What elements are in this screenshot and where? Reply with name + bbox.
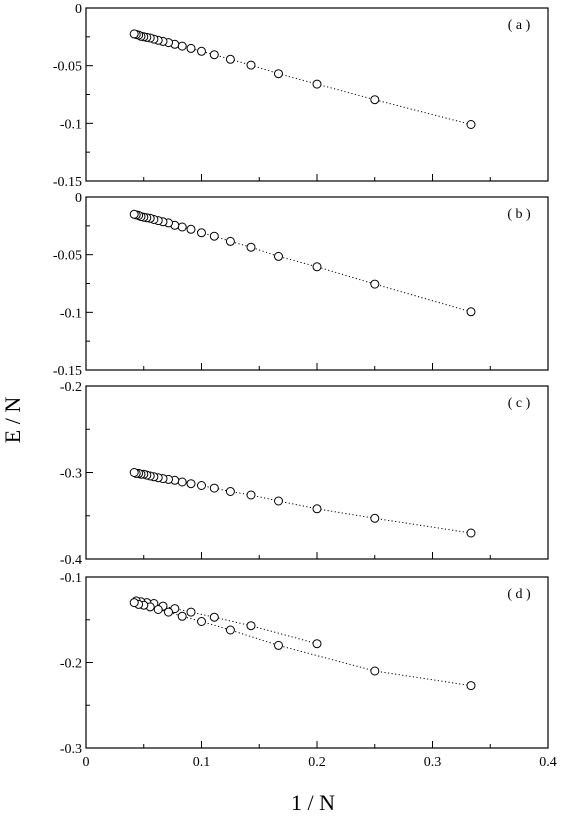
data-point: [225, 54, 235, 64]
y-tick-label: 0: [75, 191, 82, 206]
data-point: [209, 231, 219, 241]
y-tick-label: -0.15: [53, 364, 82, 379]
data-point: [274, 640, 283, 650]
y-tick-label: -0.2: [60, 380, 82, 395]
data-point: [186, 607, 196, 617]
panel-b: 0 -0.05 -0.1 -0.15 ( b ): [53, 191, 549, 379]
plot-frame: [85, 7, 549, 182]
data-point: [274, 496, 283, 506]
x-axis: 0 0.1 0.2 0.3 0.4: [83, 755, 557, 770]
y-tick-label: 0: [75, 2, 82, 17]
data-point: [274, 251, 283, 261]
data-point: [370, 666, 380, 676]
data-point: [225, 487, 235, 496]
data-point: [466, 681, 476, 691]
data-point: [164, 607, 173, 617]
data-point: [186, 43, 196, 53]
y-tick-label: -0.15: [53, 175, 82, 190]
data-series: [129, 468, 476, 538]
data-point: [177, 477, 187, 487]
y-axis-title: E / N: [0, 397, 25, 444]
data-point: [466, 528, 476, 538]
panel-label: ( d ): [507, 587, 531, 602]
x-tick-label: 0: [83, 755, 90, 770]
data-point: [246, 60, 256, 70]
x-tick-label: 0.1: [193, 755, 211, 770]
y-tick-label: -0.3: [60, 467, 82, 482]
series-line: [136, 600, 318, 645]
panel-label: ( b ): [507, 207, 531, 222]
panel-c: -0.2 -0.3 -0.4 ( c ): [60, 380, 549, 568]
panel-a: 0 -0.05 -0.1 -0.15 ( a ): [53, 2, 549, 190]
data-point: [225, 625, 235, 635]
data-point: [129, 598, 139, 608]
y-tick-label: -0.4: [60, 553, 82, 568]
data-point: [370, 513, 380, 523]
y-tick-label: -0.1: [60, 306, 82, 321]
plot-frame: [85, 385, 549, 560]
y-tick-label: -0.3: [60, 742, 82, 757]
data-point: [186, 224, 196, 234]
y-tick-label: -0.1: [60, 571, 82, 586]
data-point: [209, 50, 219, 60]
data-point: [177, 611, 187, 621]
data-point: [209, 612, 219, 622]
data-point: [197, 228, 206, 238]
data-point: [274, 69, 283, 79]
y-tick-label: -0.1: [60, 117, 82, 132]
data-series: [131, 596, 322, 649]
data-point: [312, 504, 322, 514]
data-point: [466, 307, 476, 317]
data-point: [129, 468, 139, 477]
series-line: [133, 472, 472, 534]
data-point: [197, 617, 206, 626]
data-point: [312, 262, 322, 272]
y-tick-label: -0.2: [60, 657, 82, 672]
data-point: [466, 120, 476, 129]
data-point: [186, 479, 196, 489]
data-point: [312, 79, 322, 89]
x-axis-title: 1 / N: [291, 790, 335, 815]
data-point: [129, 29, 139, 39]
data-point: [209, 483, 219, 493]
panel-label: ( a ): [508, 18, 531, 33]
data-point: [197, 481, 206, 490]
data-point: [370, 279, 380, 289]
x-tick-label: 0.2: [308, 755, 326, 770]
data-point: [197, 46, 206, 56]
y-tick-label: -0.05: [53, 60, 82, 75]
data-point: [177, 41, 187, 51]
data-point: [246, 621, 256, 631]
x-tick-label: 0.4: [539, 755, 557, 770]
data-series: [129, 598, 476, 691]
data-point: [246, 242, 256, 252]
panel-label: ( c ): [508, 396, 531, 411]
data-point: [153, 605, 163, 614]
panel-d: -0.1 -0.2 -0.3 ( d ): [60, 571, 549, 757]
data-point: [225, 236, 235, 246]
data-point: [129, 209, 139, 219]
data-point: [246, 490, 256, 500]
data-series: [129, 29, 476, 129]
chart-panels: 0 -0.05 -0.1 -0.15 ( a ) 0 -0.05 -0.1 -0.15 ( b )…: [53, 2, 549, 757]
data-point: [177, 222, 187, 232]
y-tick-label: -0.05: [53, 249, 82, 264]
x-tick-label: 0.3: [424, 755, 442, 770]
data-series: [129, 209, 476, 317]
data-point: [370, 95, 380, 105]
data-point: [312, 639, 322, 649]
